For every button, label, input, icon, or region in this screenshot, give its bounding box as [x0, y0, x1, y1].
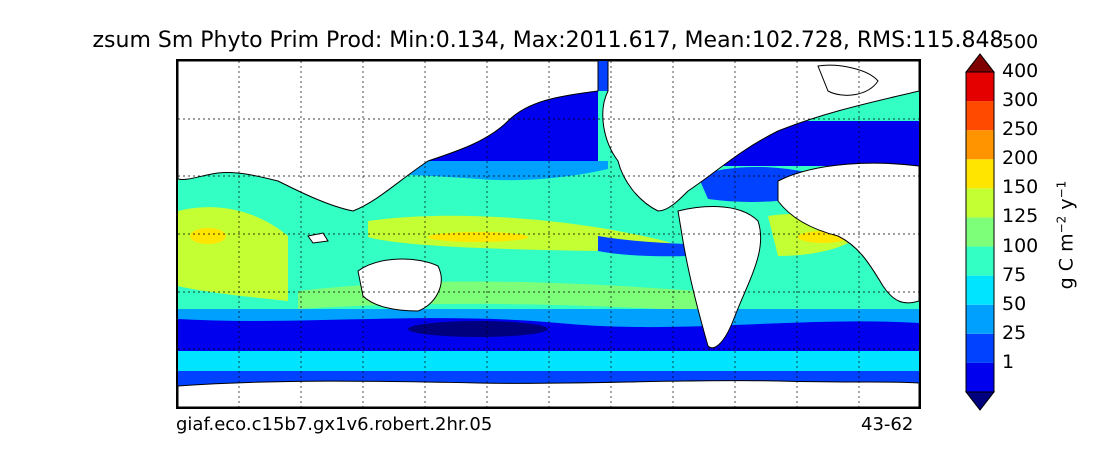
colorbar-tick-label: 150: [1002, 176, 1039, 199]
colorbar-tick-label: 100: [1002, 234, 1039, 257]
colorbar: [964, 53, 996, 411]
colorbar-segment: [966, 130, 994, 160]
productivity-map: [178, 61, 919, 407]
land-antarctica: [178, 380, 919, 407]
colorbar-segment: [966, 362, 994, 392]
colorbar-tick-label: 250: [1002, 118, 1039, 141]
land-asia: [178, 61, 599, 212]
colorbar-tick-label: 50: [1002, 292, 1027, 315]
units-exp-1: −2: [1054, 215, 1069, 234]
colorbar-segment: [966, 246, 994, 276]
colorbar-extend-max: [964, 53, 996, 73]
colorbar-segment: [966, 188, 994, 218]
land-south-america: [677, 206, 762, 349]
chart-title: zsum Sm Phyto Prim Prod: Min:0.134, Max:…: [92, 28, 1004, 53]
colorbar-segment: [966, 275, 994, 305]
colorbar-segment: [966, 304, 994, 334]
units-base-1: g C m: [1055, 233, 1078, 290]
colorbar-tick-label: 400: [1002, 60, 1039, 82]
colorbar-tick-label: 125: [1002, 205, 1039, 228]
units-base-2: y: [1055, 198, 1078, 216]
colorbar-tick-label: 75: [1002, 263, 1027, 286]
land-africa: [777, 162, 919, 304]
units-exp-2: −1: [1054, 180, 1069, 199]
land-north-america: [602, 61, 919, 212]
equatorial-pacific-peak: [428, 232, 528, 242]
colorbar-units-label: g C m−2 y−1: [1054, 181, 1077, 290]
colorbar-segment: [966, 159, 994, 189]
colorbar-tick-label: 200: [1002, 147, 1039, 170]
land-greenland: [817, 64, 879, 96]
land-australia: [357, 258, 442, 312]
colorbar-frame: [965, 71, 995, 393]
map-plot-area: [176, 59, 921, 409]
southern-ocean-min: [408, 321, 548, 337]
year-range-label: 43-62: [861, 414, 914, 435]
colorbar-tick-label: 500: [1002, 30, 1039, 53]
colorbar-segment: [966, 101, 994, 131]
colorbar-tick-label: 1: [1002, 350, 1015, 373]
colorbar-tick-label: 25: [1002, 321, 1027, 344]
equatorial-cold-tongue: [598, 236, 688, 257]
colorbar-segment: [966, 217, 994, 247]
colorbar-segment: [966, 72, 994, 102]
arabian-sea-patch: [190, 228, 226, 244]
southern-ocean-low: [178, 318, 919, 351]
colorbar-tick-label: 300: [1002, 89, 1039, 112]
colorbar-extend-min: [964, 391, 996, 411]
colorbar-segment: [966, 333, 994, 363]
run-name-label: giaf.eco.c15b7.gx1v6.robert.2hr.05: [176, 414, 493, 435]
